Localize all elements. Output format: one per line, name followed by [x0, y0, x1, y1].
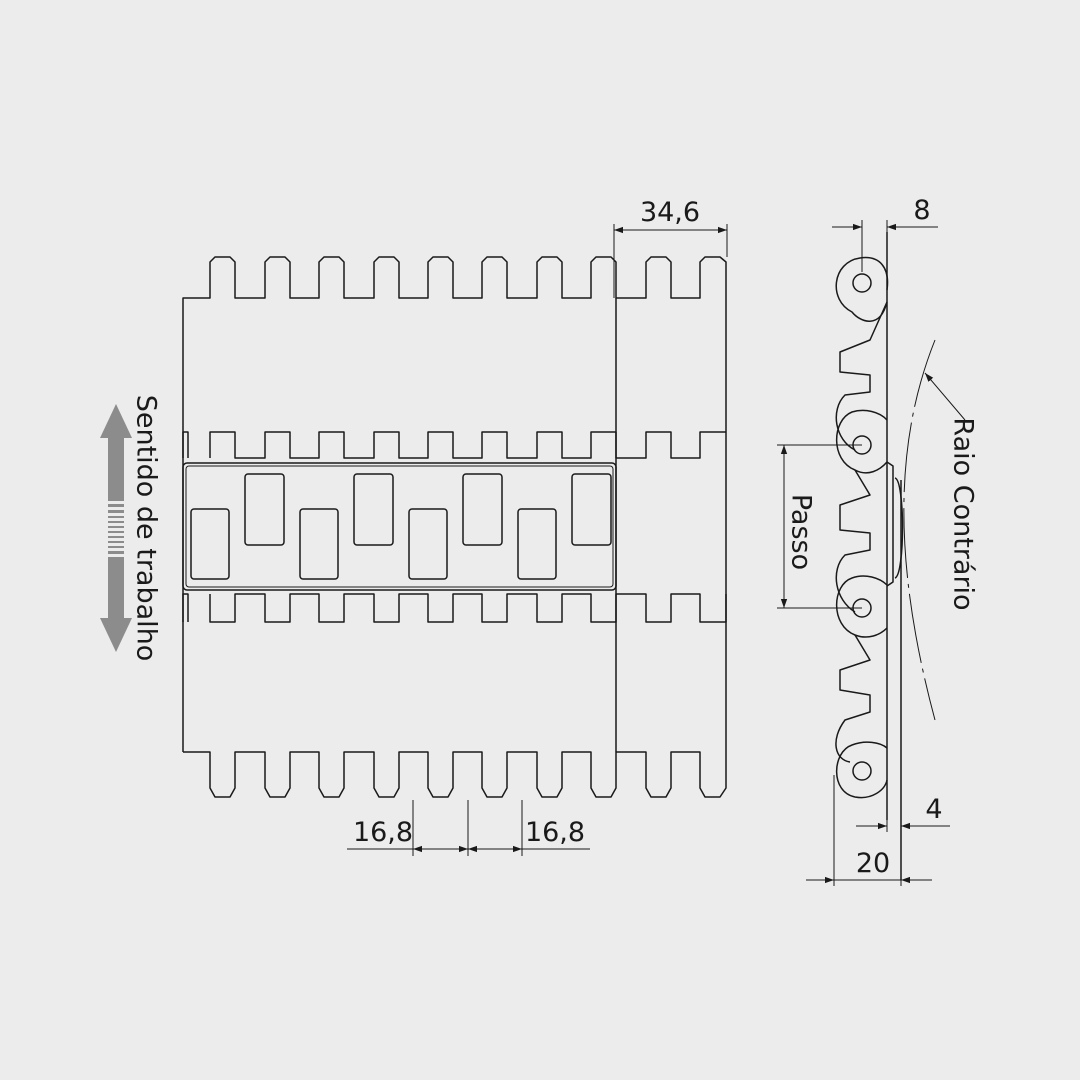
dimension-pitch-left-label: 16,8: [353, 817, 413, 848]
belt-side-view: [835, 232, 936, 880]
dimension-side-plate-label: 4: [925, 794, 942, 825]
reverse-radius-arc: [903, 339, 936, 721]
dimension-pitch-side: Passo: [777, 444, 862, 609]
top-module-outline: [182, 256, 727, 752]
dimension-side-plate: 4: [856, 794, 950, 832]
dimension-side-top: 8: [832, 195, 938, 272]
dimension-pitch-top-view: 16,8 16,8: [347, 800, 590, 856]
perforated-plate-inner: [185, 465, 614, 588]
belt-top-view: [182, 256, 727, 798]
pitch-label: Passo: [786, 494, 817, 570]
direction-label: Sentido de trabalho: [131, 395, 162, 662]
dimension-module-width-label: 34,6: [640, 197, 700, 228]
dimension-side-top-label: 8: [913, 195, 930, 226]
perforated-plate: [182, 462, 617, 591]
reverse-radius-label: Raio Contrário: [948, 417, 979, 610]
direction-arrow-icon: [100, 404, 132, 652]
perforation-slots: [190, 473, 612, 580]
dimension-pitch-right-label: 16,8: [525, 817, 585, 848]
middle-lower-teeth: [182, 593, 727, 623]
dimension-module-width: 34,6: [613, 197, 728, 298]
bottom-teeth-outline: [183, 751, 727, 798]
pin-holes: [852, 273, 872, 781]
dimension-side-total: 20: [806, 775, 932, 886]
reverse-radius-callout: Raio Contrário: [924, 372, 979, 611]
middle-upper-teeth: [182, 431, 726, 459]
side-links: [835, 256, 904, 799]
dimension-side-total-label: 20: [856, 848, 890, 879]
